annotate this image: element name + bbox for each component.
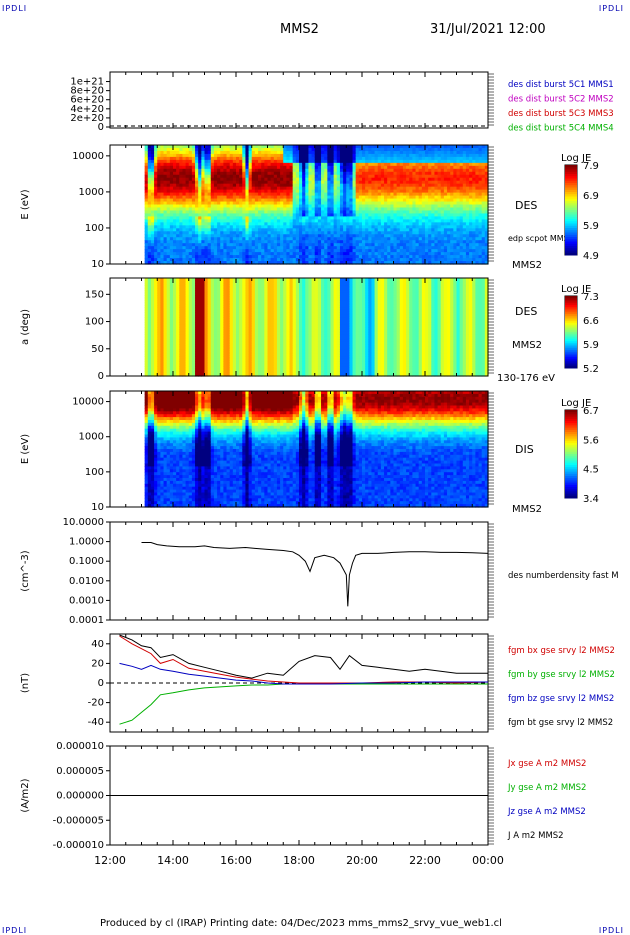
- des-energy-spacecraft-label: MMS2: [512, 260, 542, 271]
- des-energy-colorbar-tick-label: 4.9: [583, 251, 599, 262]
- des-energy-instrument-label: DES: [515, 199, 537, 212]
- des-energy-colorbar-cell: [565, 253, 577, 256]
- dist-burst-legend-label: des dist burst 5C2 MMS2: [508, 95, 614, 105]
- dist-burst-legend-label: des dist burst 5C1 MMS1: [508, 80, 614, 90]
- des-energy-y-tick-label: 1000: [79, 187, 104, 198]
- des-energy-heatmap: [145, 145, 489, 265]
- dist-burst-frame: [110, 72, 488, 128]
- des-energy-y-tick-label: 100: [85, 223, 104, 234]
- des-energy-colorbar-tick-label: 7.9: [583, 161, 599, 172]
- des-energy-colorbar-tick-label: 6.9: [583, 191, 599, 202]
- dist-burst-legend-label: des dist burst 5C3 MMS3: [508, 109, 614, 119]
- des-energy-y-axis-label: E (eV): [20, 189, 31, 219]
- dist-burst-legend-label: des dist burst 5C4 MMS4: [508, 124, 614, 134]
- des-pitch-heatmap: [145, 278, 489, 377]
- dist-burst-y-tick-label: 0: [98, 122, 104, 133]
- des-energy-overlay-label: edp scpot MMS2: [508, 234, 574, 243]
- des-energy-y-tick-label: 10000: [72, 151, 104, 162]
- des-energy-colorbar-tick-label: 5.9: [583, 221, 599, 232]
- des-energy-y-tick-label: 10: [91, 259, 104, 270]
